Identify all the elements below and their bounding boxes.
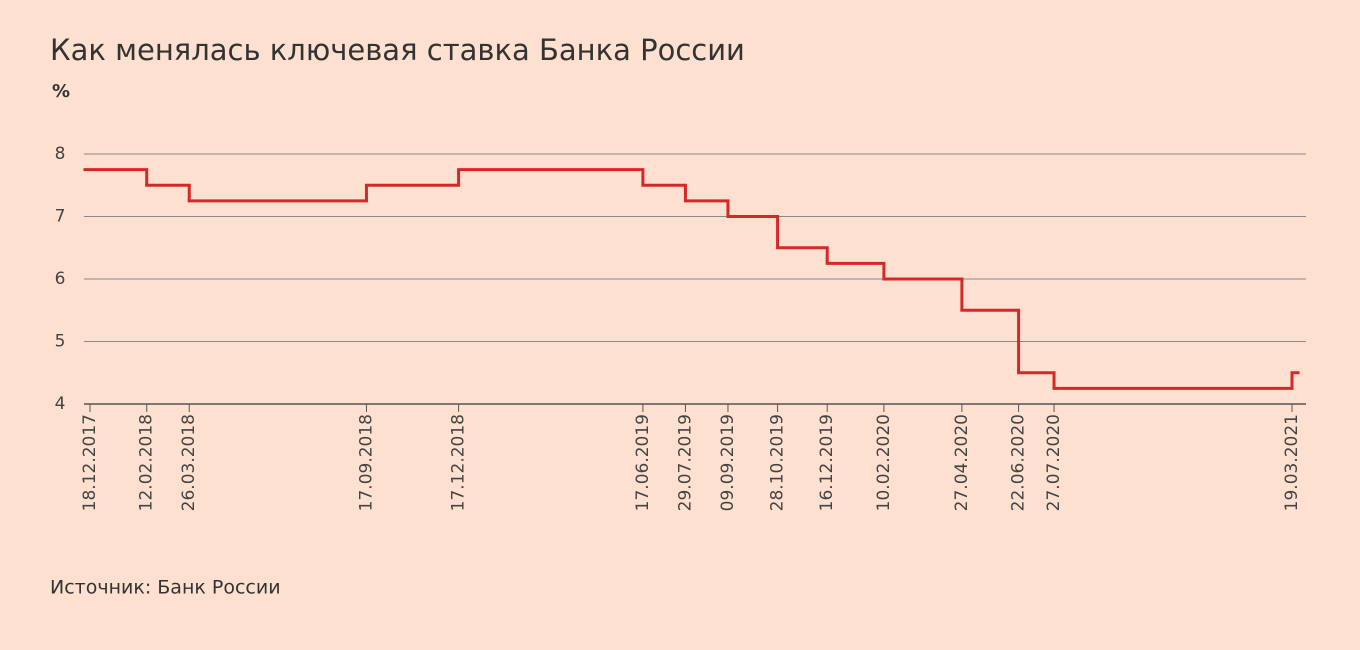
x-tick-label: 27.07.2020: [1044, 414, 1064, 511]
x-tick-label: 16.12.2019: [817, 414, 837, 511]
x-tick-label: 17.12.2018: [449, 414, 469, 511]
x-tick-label: 22.06.2020: [1009, 414, 1029, 511]
x-tick-label: 29.07.2019: [675, 414, 695, 511]
x-tick-label: 12.02.2018: [137, 414, 157, 511]
y-tick-label: 8: [55, 144, 66, 164]
y-tick-label: 5: [55, 332, 66, 352]
x-tick-label: 27.04.2020: [952, 414, 972, 511]
x-tick-label: 10.02.2020: [874, 414, 894, 511]
x-tick-label: 19.03.2021: [1282, 414, 1302, 511]
x-tick-label: 17.09.2018: [356, 414, 376, 511]
chart-unit: %: [52, 81, 70, 102]
x-tick-label: 09.09.2019: [718, 414, 738, 511]
x-tick-label: 18.12.2017: [80, 414, 100, 511]
x-tick-label: 26.03.2018: [179, 414, 199, 511]
source: Источник: Банк России: [50, 577, 281, 599]
y-tick-label: 7: [55, 207, 66, 227]
x-tick-label: 28.10.2019: [768, 414, 788, 511]
chart-title: Как менялась ключевая ставка Банка Росси…: [50, 33, 745, 67]
y-tick-label: 6: [55, 269, 66, 289]
x-tick-label: 17.06.2019: [633, 414, 653, 511]
y-tick-label: 4: [55, 394, 66, 414]
